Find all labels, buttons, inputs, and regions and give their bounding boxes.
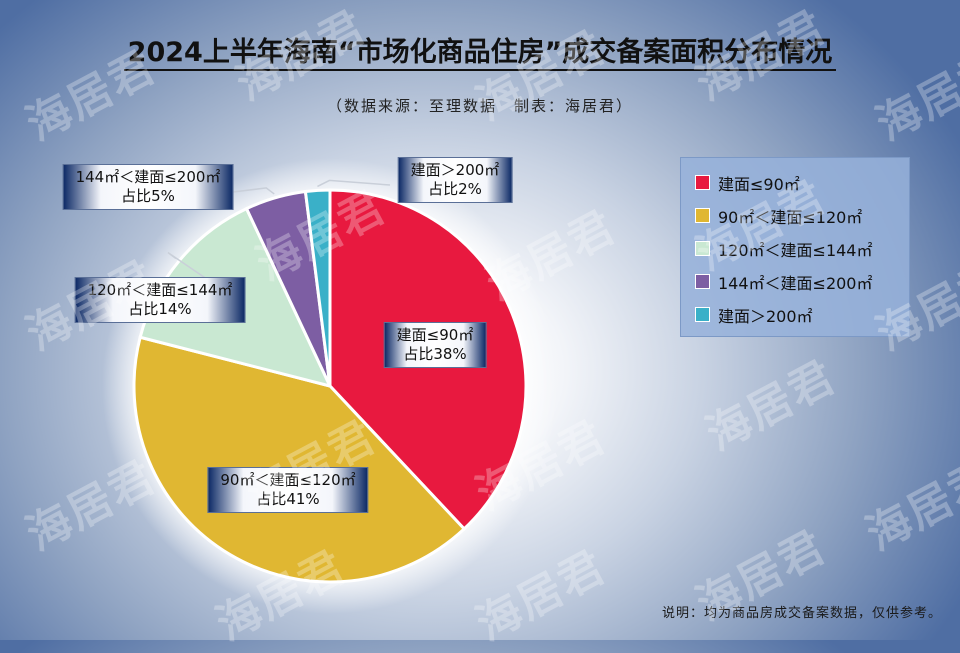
- legend-item: 144㎡＜建面≤200㎡: [695, 265, 909, 298]
- data-label: 120㎡＜建面≤144㎡ 占比14%: [74, 277, 246, 323]
- data-label-category: 建面≤90㎡: [396, 326, 474, 344]
- data-label: 144㎡＜建面≤200㎡ 占比5%: [62, 164, 234, 210]
- pie-slice: [132, 335, 467, 584]
- legend-label: 建面＞200㎡: [718, 306, 813, 326]
- data-label: 建面＞200㎡ 占比2%: [397, 157, 513, 203]
- legend: 建面≤90㎡ 90㎡＜建面≤120㎡ 120㎡＜建面≤144㎡ 144㎡＜建面≤200…: [680, 157, 910, 337]
- legend-swatch: [695, 307, 710, 322]
- legend-swatch: [695, 274, 710, 289]
- legend-swatch: [695, 241, 710, 256]
- data-label-category: 建面＞200㎡: [410, 161, 500, 179]
- data-label-percent: 占比2%: [428, 180, 482, 198]
- legend-item: 120㎡＜建面≤144㎡: [695, 232, 909, 265]
- data-label: 建面≤90㎡ 占比38%: [383, 322, 487, 368]
- legend-swatch: [695, 175, 710, 190]
- data-label-percent: 占比5%: [121, 187, 175, 205]
- chart-subtitle: （数据来源：至理数据 制表：海居君）: [326, 97, 633, 115]
- legend-item: 建面＞200㎡: [695, 298, 909, 331]
- data-label-percent: 占比41%: [256, 490, 320, 508]
- legend-item: 90㎡＜建面≤120㎡: [695, 199, 909, 232]
- data-label-percent: 占比38%: [403, 345, 467, 363]
- legend-swatch: [695, 208, 710, 223]
- data-label: 90㎡＜建面≤120㎡ 占比41%: [207, 467, 369, 513]
- chart-title: 2024上半年海南“市场化商品住房”成交备案面积分布情况: [0, 30, 960, 71]
- data-label-category: 90㎡＜建面≤120㎡: [220, 471, 356, 489]
- leader-line: [232, 187, 275, 195]
- legend-label: 144㎡＜建面≤200㎡: [718, 273, 873, 293]
- footnote: 说明：均为商品房成交备案数据，仅供参考。: [661, 606, 942, 621]
- legend-label: 120㎡＜建面≤144㎡: [718, 240, 873, 260]
- pie-slice: [303, 188, 332, 387]
- data-label-category: 120㎡＜建面≤144㎡: [87, 281, 233, 299]
- legend-label: 建面≤90㎡: [718, 174, 800, 194]
- data-label-category: 144㎡＜建面≤200㎡: [75, 168, 221, 186]
- legend-label: 90㎡＜建面≤120㎡: [718, 207, 863, 227]
- legend-item: 建面≤90㎡: [695, 166, 909, 199]
- leader-line: [317, 179, 391, 188]
- data-label-percent: 占比14%: [128, 300, 192, 318]
